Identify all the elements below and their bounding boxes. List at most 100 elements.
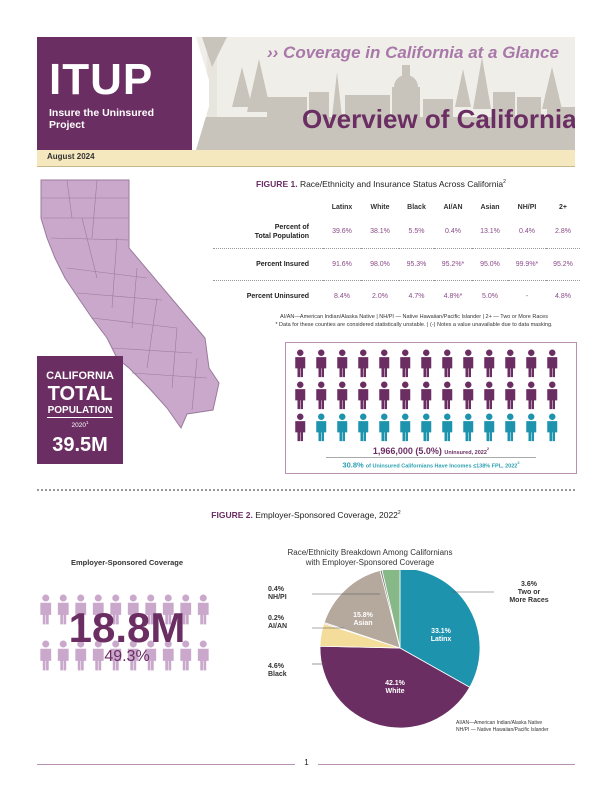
person-icon <box>442 413 453 442</box>
person-icon <box>484 349 495 378</box>
pie-label-aian: 0.2% AI/AN <box>268 615 288 630</box>
person-icon <box>316 349 327 378</box>
row-label: Percent Insured <box>213 247 323 280</box>
employer-people-icons <box>40 594 209 671</box>
person-icon <box>127 640 139 671</box>
person-icon <box>162 640 174 671</box>
publication-date: August 2024 <box>47 152 95 161</box>
column-header: Latinx <box>331 203 353 211</box>
figure2-title-text: Employer-Sponsored Coverage, 2022 <box>255 510 398 520</box>
person-icon <box>127 594 139 625</box>
person-icon <box>547 413 558 442</box>
person-icon <box>463 381 474 410</box>
person-icon <box>526 381 537 410</box>
column-header: 2+ <box>559 203 567 211</box>
person-icon <box>421 349 432 378</box>
person-icon <box>400 349 411 378</box>
notes-line: AI/AN—American Indian/Alaska Native | NH… <box>280 314 548 320</box>
person-icon <box>400 381 411 410</box>
column-header: AI/AN <box>443 203 463 211</box>
person-icon <box>57 594 69 625</box>
figure1-notes: AI/AN—American Indian/Alaska Native | NH… <box>253 313 575 329</box>
person-icon <box>197 594 209 625</box>
person-icon <box>92 640 104 671</box>
person-icon <box>316 381 327 410</box>
header-banner: ITUP Insure the Uninsured Project ›› Cov… <box>37 37 575 150</box>
person-icon <box>442 381 453 410</box>
person-icon <box>110 640 122 671</box>
person-icon <box>526 349 537 378</box>
race-ethnicity-table: Latinx White Black AI/AN Asian NH/PI 2+ … <box>213 198 580 312</box>
person-icon <box>92 594 104 625</box>
table-cell: 91.6% <box>323 247 361 280</box>
person-icon <box>358 349 369 378</box>
person-icon <box>40 594 52 625</box>
pie-heading: Race/Ethnicity Breakdown Among Californi… <box>287 548 453 567</box>
person-icon <box>180 594 192 625</box>
figure1-title: FIGURE 1. Race/Ethnicity and Insurance S… <box>256 179 506 189</box>
row-label: Percent of Total Population <box>254 223 309 240</box>
person-icon <box>463 349 474 378</box>
population-label-total: TOTAL <box>47 383 113 405</box>
person-icon <box>421 413 432 442</box>
table-cell: 39.6% <box>332 228 352 236</box>
banner-chevron <box>187 37 209 150</box>
column-header: Black <box>407 203 426 211</box>
person-icon <box>379 349 390 378</box>
population-box: CALIFORNIA TOTAL POPULATION 20201 39.5M <box>37 356 123 464</box>
divider <box>47 417 113 418</box>
pie-notes: AI/AN—American Indian/Alaska Native NH/P… <box>456 720 549 733</box>
table-cell: 95.2% <box>546 247 580 280</box>
figure2-title: FIGURE 2. Employer-Sponsored Coverage, 2… <box>211 510 401 520</box>
person-icon <box>379 413 390 442</box>
logo-block: ITUP Insure the Uninsured Project <box>37 37 192 150</box>
column-header: Asian <box>480 203 500 211</box>
california-map <box>40 179 220 430</box>
notes-line: * Data for these counties are considered… <box>275 322 553 328</box>
person-icon <box>337 381 348 410</box>
table-cell: 5.0% <box>472 279 508 312</box>
tagline: ›› Coverage in California at a Glance <box>267 43 559 62</box>
person-icon <box>57 640 69 671</box>
skyline-illustration <box>187 37 575 150</box>
table-cell: - <box>508 279 546 312</box>
person-icon <box>316 413 327 442</box>
table-cell: 4.8% <box>546 279 580 312</box>
person-icon <box>547 381 558 410</box>
person-icon <box>358 381 369 410</box>
table-cell: 2.0% <box>361 279 399 312</box>
date-bar: August 2024 <box>37 150 575 167</box>
table-cell: 0.4% <box>445 228 461 236</box>
pie-slice-latinx <box>399 570 481 688</box>
person-icon <box>505 349 516 378</box>
page-title: Overview of California <box>302 104 575 134</box>
page-number: 1 <box>304 758 309 767</box>
person-icon <box>463 413 474 442</box>
person-icon <box>484 381 495 410</box>
table-cell: 38.1% <box>370 228 390 236</box>
population-year: 20201 <box>71 420 89 430</box>
column-header: White <box>370 203 390 211</box>
person-icon <box>75 594 87 625</box>
table-cell: 95.2%* <box>434 247 472 280</box>
table-cell: 8.4% <box>323 279 361 312</box>
table-row: Percent of Total Population 39.6% 38.1% 5… <box>213 216 580 248</box>
pie-label-asian: 15.8% Asian <box>353 612 373 627</box>
table-row: Percent Uninsured 8.4% 2.0% 4.7% 4.8%* 5… <box>213 279 580 312</box>
figure1-title-sup: 2 <box>503 179 506 186</box>
pie-slice-asian <box>323 570 401 649</box>
person-icon <box>505 413 516 442</box>
person-icon <box>295 349 306 378</box>
person-icon <box>180 640 192 671</box>
person-icon <box>400 413 411 442</box>
person-icon <box>197 640 209 671</box>
population-label-state: CALIFORNIA <box>46 370 114 382</box>
table-cell: 13.1% <box>480 228 500 236</box>
pie-label-black: 4.6% Black <box>268 663 287 678</box>
person-icon <box>379 381 390 410</box>
population-label-population: POPULATION <box>47 405 113 416</box>
population-value: 39.5M <box>52 434 108 456</box>
uninsured-count: 1,966,000 (5.0%) Uninsured, 20222 <box>372 446 490 456</box>
divider <box>326 457 536 458</box>
pie-slice-white <box>319 645 471 729</box>
